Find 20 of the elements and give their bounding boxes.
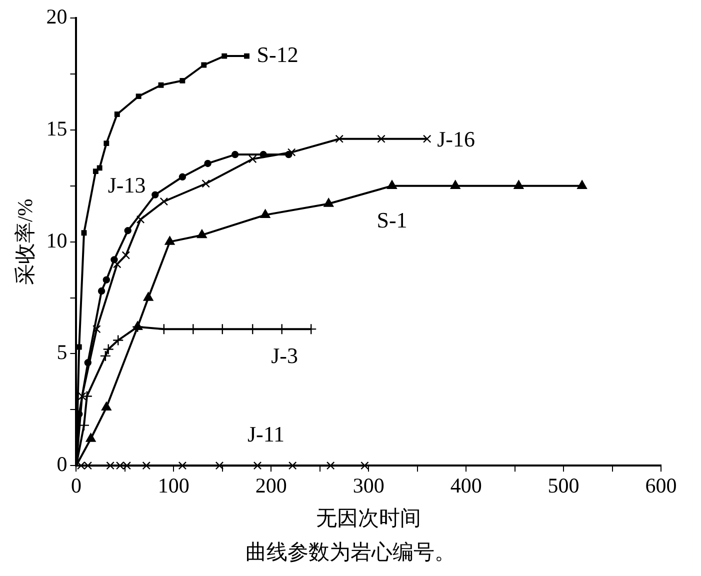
- y-axis-title: 采收率/%: [13, 198, 38, 285]
- text: 曲线参数为岩心编号。: [244, 539, 456, 566]
- legend-label: J-13: [108, 172, 146, 198]
- x-tick-label: 500: [548, 474, 580, 498]
- y-tick-label: 5: [56, 340, 68, 364]
- series-label: S-12: [256, 42, 298, 67]
- series-label: J-11: [247, 421, 285, 446]
- x-axis-title: 无因次时间: [316, 506, 422, 530]
- y-tick-label: 20: [46, 4, 68, 29]
- series-label: J-3: [271, 342, 298, 368]
- x-tick-label: 100: [158, 474, 190, 498]
- x-tick-label: 300: [352, 474, 384, 498]
- x-tick-label: 400: [450, 474, 482, 498]
- y-tick-label: 0: [56, 452, 68, 476]
- x-tick-label: 600: [645, 474, 677, 498]
- y-tick-label: 10: [46, 228, 68, 252]
- y-tick-label: 15: [46, 116, 68, 140]
- series-label: J-16: [437, 126, 475, 152]
- x-tick-label: 200: [255, 474, 287, 498]
- series-label: S-1: [376, 208, 408, 233]
